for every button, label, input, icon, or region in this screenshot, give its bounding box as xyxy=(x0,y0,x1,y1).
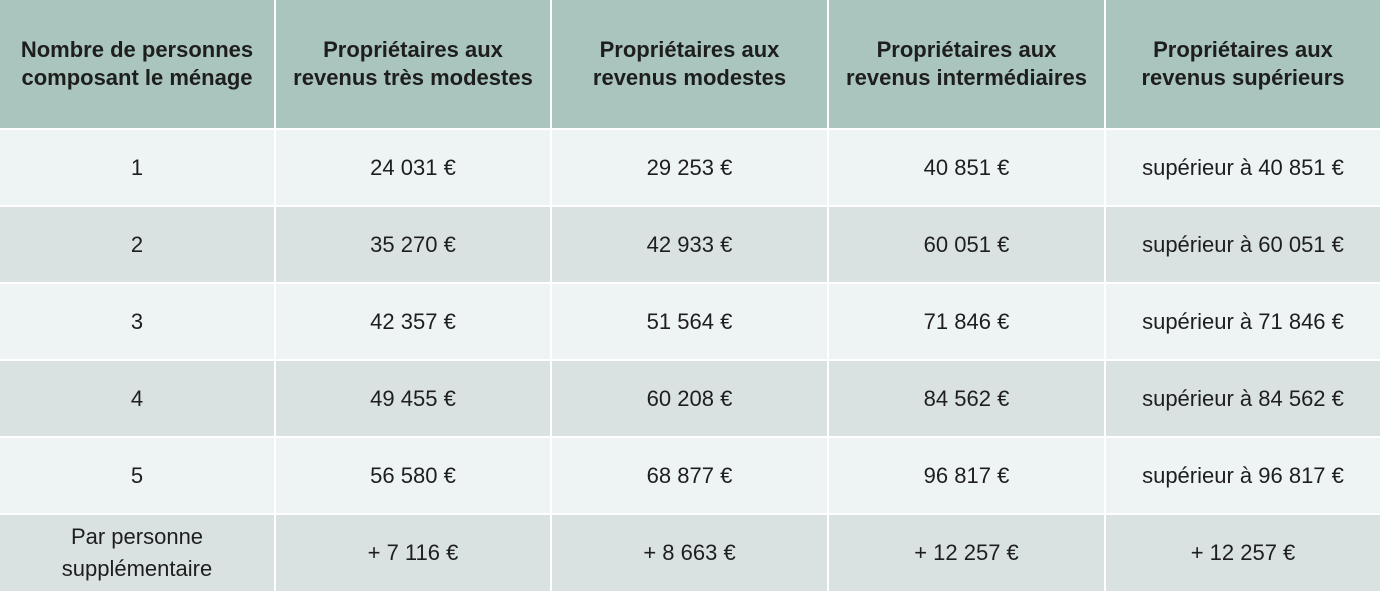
table-cell: 60 051 € xyxy=(829,207,1104,282)
table-cell: + 12 257 € xyxy=(829,515,1104,591)
table-cell: 56 580 € xyxy=(276,438,550,513)
table-cell: 35 270 € xyxy=(276,207,550,282)
table-cell: 42 933 € xyxy=(552,207,827,282)
table-cell: supérieur à 84 562 € xyxy=(1106,361,1380,436)
table-cell: 42 357 € xyxy=(276,284,550,359)
table-cell: 96 817 € xyxy=(829,438,1104,513)
table-cell: 84 562 € xyxy=(829,361,1104,436)
header-cell: Nombre de personnes composant le ménage xyxy=(0,0,274,128)
table-cell: supérieur à 71 846 € xyxy=(1106,284,1380,359)
table-cell: 29 253 € xyxy=(552,130,827,205)
table-cell: 4 xyxy=(0,361,274,436)
table-cell: supérieur à 40 851 € xyxy=(1106,130,1380,205)
table-cell: 1 xyxy=(0,130,274,205)
header-cell: Propriétaires aux revenus très modestes xyxy=(276,0,550,128)
table-cell: 60 208 € xyxy=(552,361,827,436)
table-cell: 3 xyxy=(0,284,274,359)
table-cell: 40 851 € xyxy=(829,130,1104,205)
table-cell: supérieur à 96 817 € xyxy=(1106,438,1380,513)
table-cell: + 12 257 € xyxy=(1106,515,1380,591)
table-cell: supérieur à 60 051 € xyxy=(1106,207,1380,282)
header-cell: Propriétaires aux revenus supérieurs xyxy=(1106,0,1380,128)
table-cell: 5 xyxy=(0,438,274,513)
table-cell: 49 455 € xyxy=(276,361,550,436)
table-cell: + 7 116 € xyxy=(276,515,550,591)
table-cell: Par personne supplémentaire xyxy=(0,515,274,591)
table-cell: + 8 663 € xyxy=(552,515,827,591)
table-cell: 68 877 € xyxy=(552,438,827,513)
header-cell: Propriétaires aux revenus intermédiaires xyxy=(829,0,1104,128)
table-cell: 2 xyxy=(0,207,274,282)
table-cell: 24 031 € xyxy=(276,130,550,205)
header-cell: Propriétaires aux revenus modestes xyxy=(552,0,827,128)
table-cell: 71 846 € xyxy=(829,284,1104,359)
table-cell: 51 564 € xyxy=(552,284,827,359)
